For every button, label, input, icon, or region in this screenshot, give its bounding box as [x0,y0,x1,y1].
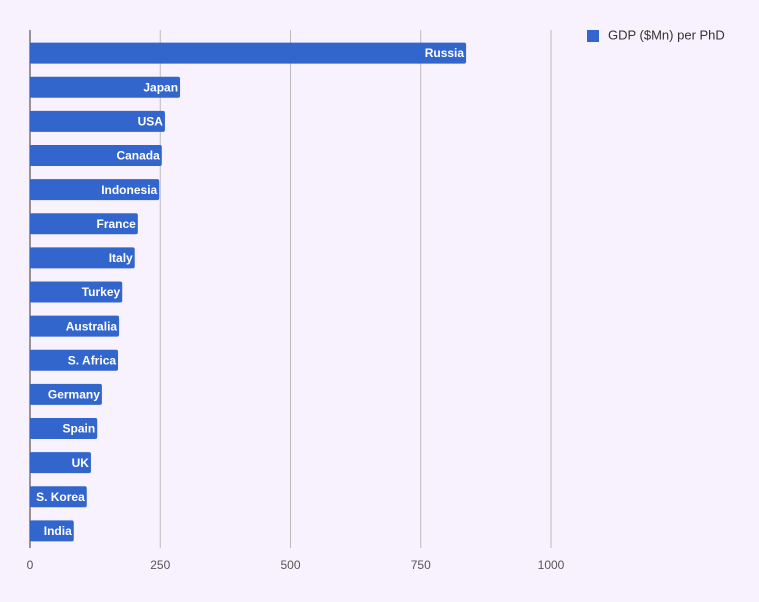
bar [30,418,98,440]
bar-label: USA [138,115,164,129]
bar-label: Italy [109,251,133,265]
bar [30,315,120,337]
bar-label: Indonesia [101,183,157,197]
bar-label: S. Korea [36,490,85,504]
bar [30,349,119,371]
bar [30,110,165,132]
bar [30,281,123,303]
bar-label: Spain [63,422,96,436]
bar [30,76,181,98]
bar-label: Russia [425,46,465,60]
legend-swatch [587,30,599,42]
bar-label: S. Africa [68,353,117,367]
bar-label: UK [72,456,90,470]
bar [30,486,87,508]
x-tick-label: 750 [411,558,431,572]
bar [30,144,162,166]
bar [30,42,467,64]
bar [30,247,135,269]
bar-label: Turkey [82,285,121,299]
bar [30,383,102,405]
bar-label: Canada [116,149,160,163]
x-tick-label: 250 [150,558,170,572]
x-tick-label: 500 [280,558,300,572]
bar [30,452,91,474]
bar-label: Japan [143,80,178,94]
legend-label: GDP ($Mn) per PhD [608,27,725,42]
bar [30,520,74,542]
bar [30,213,138,235]
x-tick-label: 0 [27,558,34,572]
bar-label: Germany [48,388,100,402]
bar-label: France [96,217,136,231]
x-tick-label: 1000 [538,558,565,572]
bar [30,179,160,201]
bar-label: Australia [66,319,118,333]
bar-label: India [44,524,72,538]
